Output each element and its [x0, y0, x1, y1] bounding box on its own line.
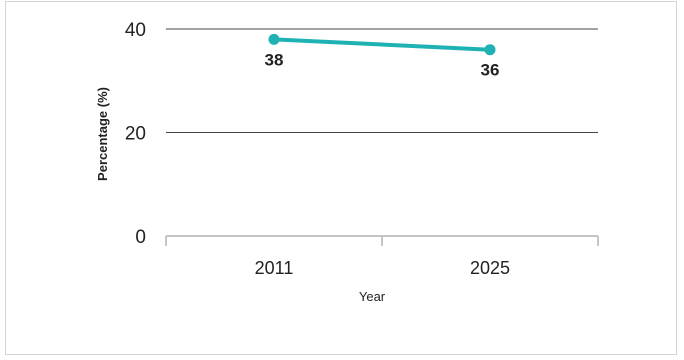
x-axis-label: Year [359, 289, 386, 304]
label-layer: 38 36 [265, 50, 500, 79]
grid-layer [166, 28, 598, 133]
axis-layer: 0 20 40 2011 2025 [125, 20, 599, 278]
y-tick-label-40: 40 [125, 20, 146, 41]
data-point-2025 [484, 44, 496, 56]
x-tick-label-2011: 2011 [255, 258, 294, 278]
chart-frame [5, 1, 677, 355]
y-tick-label-0: 0 [135, 227, 146, 248]
y-tick-label-20: 20 [125, 124, 146, 145]
data-label-2011: 38 [265, 50, 284, 69]
series-layer [268, 33, 496, 56]
data-label-2025: 36 [481, 61, 500, 80]
series-line-0 [272, 37, 492, 52]
y-axis-label: Percentage (%) [95, 87, 110, 181]
x-tick-label-2025: 2025 [470, 258, 510, 278]
data-point-2011 [268, 33, 280, 45]
